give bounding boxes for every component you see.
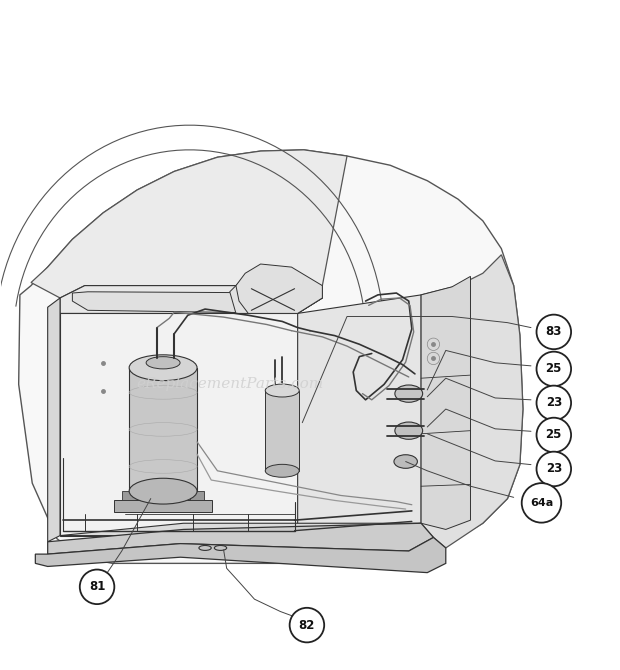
Circle shape	[536, 352, 571, 386]
Polygon shape	[48, 523, 433, 554]
Polygon shape	[236, 264, 322, 314]
Circle shape	[536, 417, 571, 452]
Polygon shape	[48, 298, 60, 542]
Polygon shape	[60, 314, 298, 535]
Polygon shape	[421, 276, 471, 529]
Circle shape	[536, 315, 571, 349]
Text: 25: 25	[546, 362, 562, 375]
Circle shape	[521, 483, 561, 523]
Text: 23: 23	[546, 462, 562, 476]
Polygon shape	[129, 368, 197, 491]
Polygon shape	[73, 285, 322, 314]
Circle shape	[290, 608, 324, 643]
Ellipse shape	[146, 356, 180, 369]
Text: 81: 81	[89, 580, 105, 594]
Ellipse shape	[394, 455, 417, 468]
Polygon shape	[31, 150, 347, 298]
Ellipse shape	[395, 422, 423, 440]
Polygon shape	[190, 491, 205, 500]
Text: 83: 83	[546, 326, 562, 338]
Polygon shape	[60, 285, 322, 314]
Polygon shape	[421, 255, 523, 548]
Polygon shape	[254, 285, 273, 313]
Polygon shape	[19, 150, 523, 563]
Polygon shape	[230, 273, 322, 314]
Circle shape	[80, 570, 114, 604]
Polygon shape	[122, 491, 136, 500]
Text: 23: 23	[546, 397, 562, 409]
Text: 25: 25	[546, 429, 562, 442]
Ellipse shape	[265, 384, 299, 397]
Polygon shape	[113, 500, 213, 512]
Polygon shape	[265, 391, 299, 471]
Text: 82: 82	[299, 618, 315, 632]
Polygon shape	[298, 295, 421, 535]
Ellipse shape	[395, 385, 423, 402]
Circle shape	[536, 452, 571, 486]
Polygon shape	[60, 523, 421, 535]
Ellipse shape	[129, 355, 197, 381]
Ellipse shape	[129, 478, 197, 504]
Text: 64a: 64a	[530, 498, 553, 508]
Ellipse shape	[265, 464, 299, 477]
Circle shape	[536, 386, 571, 420]
Text: eReplacementParts.com: eReplacementParts.com	[136, 377, 324, 391]
Polygon shape	[35, 537, 446, 573]
